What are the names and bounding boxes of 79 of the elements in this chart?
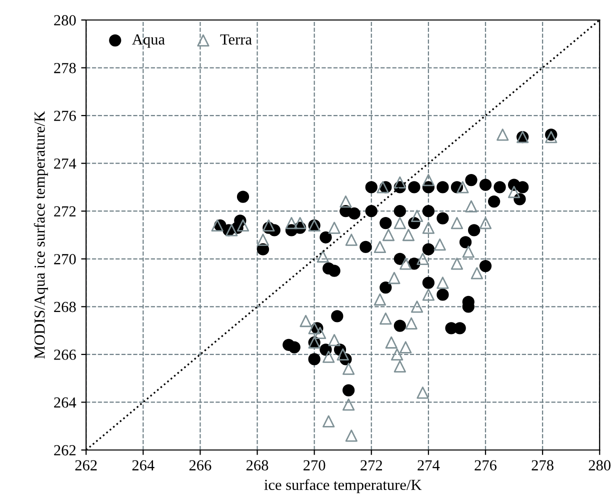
x-tick-label: 264 xyxy=(132,460,154,470)
point xyxy=(382,228,395,242)
x-tick-label: 278 xyxy=(532,460,554,470)
point xyxy=(316,250,329,263)
point xyxy=(462,246,474,258)
y-tick-label: 270 xyxy=(54,254,76,264)
point xyxy=(470,267,484,280)
point xyxy=(380,312,392,325)
point xyxy=(508,186,520,198)
point xyxy=(394,360,406,372)
y-tick-label: 266 xyxy=(54,350,76,360)
point xyxy=(374,240,386,254)
point xyxy=(456,181,469,194)
x-tick-label: 272 xyxy=(360,460,382,470)
point xyxy=(450,258,464,270)
y-tick-label: 276 xyxy=(54,110,76,122)
point xyxy=(345,234,358,246)
point xyxy=(450,216,464,230)
point xyxy=(400,341,412,354)
point xyxy=(388,272,400,284)
point xyxy=(322,415,335,428)
point xyxy=(385,336,398,349)
point xyxy=(422,174,435,186)
point xyxy=(211,219,224,232)
x-tick-label: 280 xyxy=(588,460,610,470)
point xyxy=(416,386,429,399)
x-tick-label: 276 xyxy=(474,460,497,470)
point xyxy=(436,276,449,289)
point xyxy=(236,219,250,232)
point xyxy=(262,219,275,232)
point xyxy=(336,348,349,361)
point xyxy=(308,322,320,334)
point xyxy=(342,398,355,411)
point xyxy=(285,216,298,230)
point xyxy=(410,210,424,222)
y-tick-label: 274 xyxy=(54,158,76,169)
y-tick-label: 280 xyxy=(54,15,76,26)
point xyxy=(340,195,352,208)
point xyxy=(422,288,435,301)
point xyxy=(422,222,435,234)
y-tick-label: 264 xyxy=(54,397,76,408)
point xyxy=(345,430,358,442)
y-axis-title: MODIS/Aqua ice surface temperature/K xyxy=(34,111,48,359)
legend-label: Aqua xyxy=(132,34,165,48)
point xyxy=(376,181,389,194)
point xyxy=(374,293,386,306)
point xyxy=(300,314,312,328)
point xyxy=(342,362,355,375)
point xyxy=(226,224,238,236)
point xyxy=(465,200,478,212)
point xyxy=(545,130,558,144)
point xyxy=(390,348,404,361)
y-tick-label: 262 xyxy=(54,445,76,456)
y-tick-label: 272 xyxy=(54,206,76,216)
y-tick-label: 268 xyxy=(54,302,76,312)
y-tick-label: 278 xyxy=(54,62,76,74)
point xyxy=(314,326,326,340)
point xyxy=(434,238,446,251)
point xyxy=(405,317,418,330)
point xyxy=(322,350,335,363)
point xyxy=(256,234,270,246)
point xyxy=(400,258,412,270)
x-tick-label: 270 xyxy=(304,460,326,470)
point xyxy=(328,334,340,346)
point xyxy=(394,216,406,230)
point xyxy=(294,216,306,230)
x-axis-title: ice surface temperature/K xyxy=(264,479,422,494)
x-tick-label: 268 xyxy=(246,460,268,470)
point xyxy=(402,228,415,242)
point xyxy=(479,216,492,230)
point xyxy=(416,252,429,265)
x-tick-label: 262 xyxy=(75,460,97,470)
point xyxy=(328,222,340,234)
point xyxy=(394,176,406,189)
x-tick-label: 274 xyxy=(418,460,440,470)
point xyxy=(496,128,509,141)
point xyxy=(410,300,424,313)
x-tick-label: 266 xyxy=(189,460,212,470)
legend-label: Terra xyxy=(220,34,252,45)
